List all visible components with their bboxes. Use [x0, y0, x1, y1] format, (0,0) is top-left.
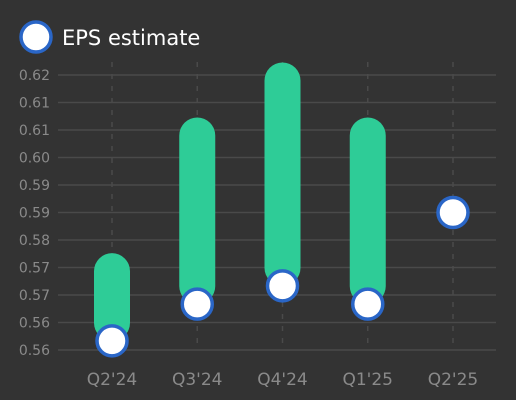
- x-tick-label: Q2'24: [87, 370, 138, 390]
- y-tick-label: 0.61: [19, 96, 50, 112]
- marker-layer: [95, 195, 470, 358]
- y-tick-label: 0.59: [19, 206, 50, 222]
- y-axis-ticks: 0.56 0.56 0.57 0.57 0.58 0.59 0.59 0.60 0.61 0.61…: [19, 68, 50, 359]
- bar-layer: [94, 62, 386, 341]
- y-tick-label: 0.61: [19, 123, 50, 139]
- legend-marker-icon: [19, 20, 53, 54]
- x-tick-label: Q1'25: [342, 370, 393, 390]
- y-tick-label: 0.57: [19, 261, 50, 277]
- x-axis-ticks: Q2'24 Q3'24 Q4'24 Q1'25 Q2'25: [87, 370, 479, 390]
- range-bar: [179, 117, 216, 305]
- y-tick-label: 0.59: [19, 178, 50, 194]
- eps-estimate-marker: [95, 324, 129, 358]
- y-tick-label: 0.56: [19, 343, 50, 359]
- x-tick-label: Q4'24: [257, 370, 308, 390]
- legend: EPS estimate: [19, 20, 200, 54]
- eps-estimate-marker: [180, 287, 214, 321]
- legend-label: EPS estimate: [62, 26, 200, 50]
- x-tick-label: Q2'25: [428, 370, 479, 390]
- y-tick-label: 0.60: [19, 151, 50, 167]
- range-bar: [349, 117, 386, 305]
- range-bar: [94, 253, 130, 341]
- range-bar: [264, 62, 301, 286]
- y-tick-label: 0.58: [19, 233, 50, 249]
- x-tick-label: Q3'24: [172, 370, 223, 390]
- eps-estimate-marker: [265, 269, 300, 303]
- eps-estimate-marker: [436, 195, 470, 230]
- eps-estimate-marker: [351, 287, 385, 321]
- y-tick-label: 0.57: [19, 288, 50, 304]
- y-tick-label: 0.56: [19, 316, 50, 332]
- y-tick-label: 0.62: [19, 68, 50, 84]
